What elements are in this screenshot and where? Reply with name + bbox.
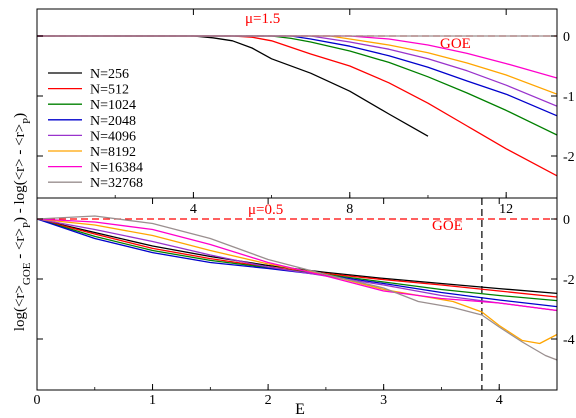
series-group [37,35,557,177]
goe-label: GOE [440,36,471,52]
mu-annotation: μ=1.5 [245,11,280,27]
x-tick-label: 2 [265,393,272,408]
x-tick-label: 0 [34,393,41,408]
y-tick-label: -4 [563,333,575,348]
ylabel-part: - <r> [12,228,28,262]
series-line-n-256 [37,218,557,295]
y-tick-label: 0 [563,30,570,45]
goe-label: GOE [432,218,463,234]
x-tick-label: 4 [190,202,197,217]
series-line-n-32768 [37,215,557,361]
legend-label: N=1024 [90,98,136,113]
legend-label: N=32768 [90,176,143,191]
y-axis-label: log(<r>GOE - <r>P) - log(<r> - <r>P) [12,113,33,331]
legend-label: N=512 [90,83,129,98]
legend-label: N=4096 [90,129,136,144]
x-tick-label: 3 [380,393,387,408]
x-tick-label: 4 [496,393,503,408]
y-tick-label: 0 [563,213,570,228]
x-tick-label: 1 [149,393,156,408]
ylabel-subscript: P [21,222,33,228]
y-tick-label: -2 [563,273,575,288]
y-tick-label: -1 [563,90,575,105]
legend-label: N=256 [90,67,129,82]
x-axis-label: E [295,401,305,418]
x-tick-label: 12 [499,202,513,217]
series-line-n-16384 [37,218,557,312]
ylabel-subscript: P [21,118,33,124]
panel-frame [36,197,558,391]
legend-label: N=16384 [90,161,143,176]
legend-label: N=8192 [90,145,136,160]
x-tick-label: 8 [346,202,353,217]
ylabel-part: ) [12,113,28,118]
ylabel-part: log(<r> [12,285,28,331]
ylabel-subscript: GOE [21,262,33,285]
y-tick-label: -2 [563,150,575,165]
ylabel-part: ) - log(<r> - <r> [12,124,28,222]
series-line-n-4096 [37,218,557,312]
series-group [37,215,557,361]
legend-label: N=2048 [90,114,136,129]
series-line-n-512 [37,218,557,298]
mu-annotation: μ=0.5 [248,202,283,218]
series-line-n-8192 [37,218,557,345]
